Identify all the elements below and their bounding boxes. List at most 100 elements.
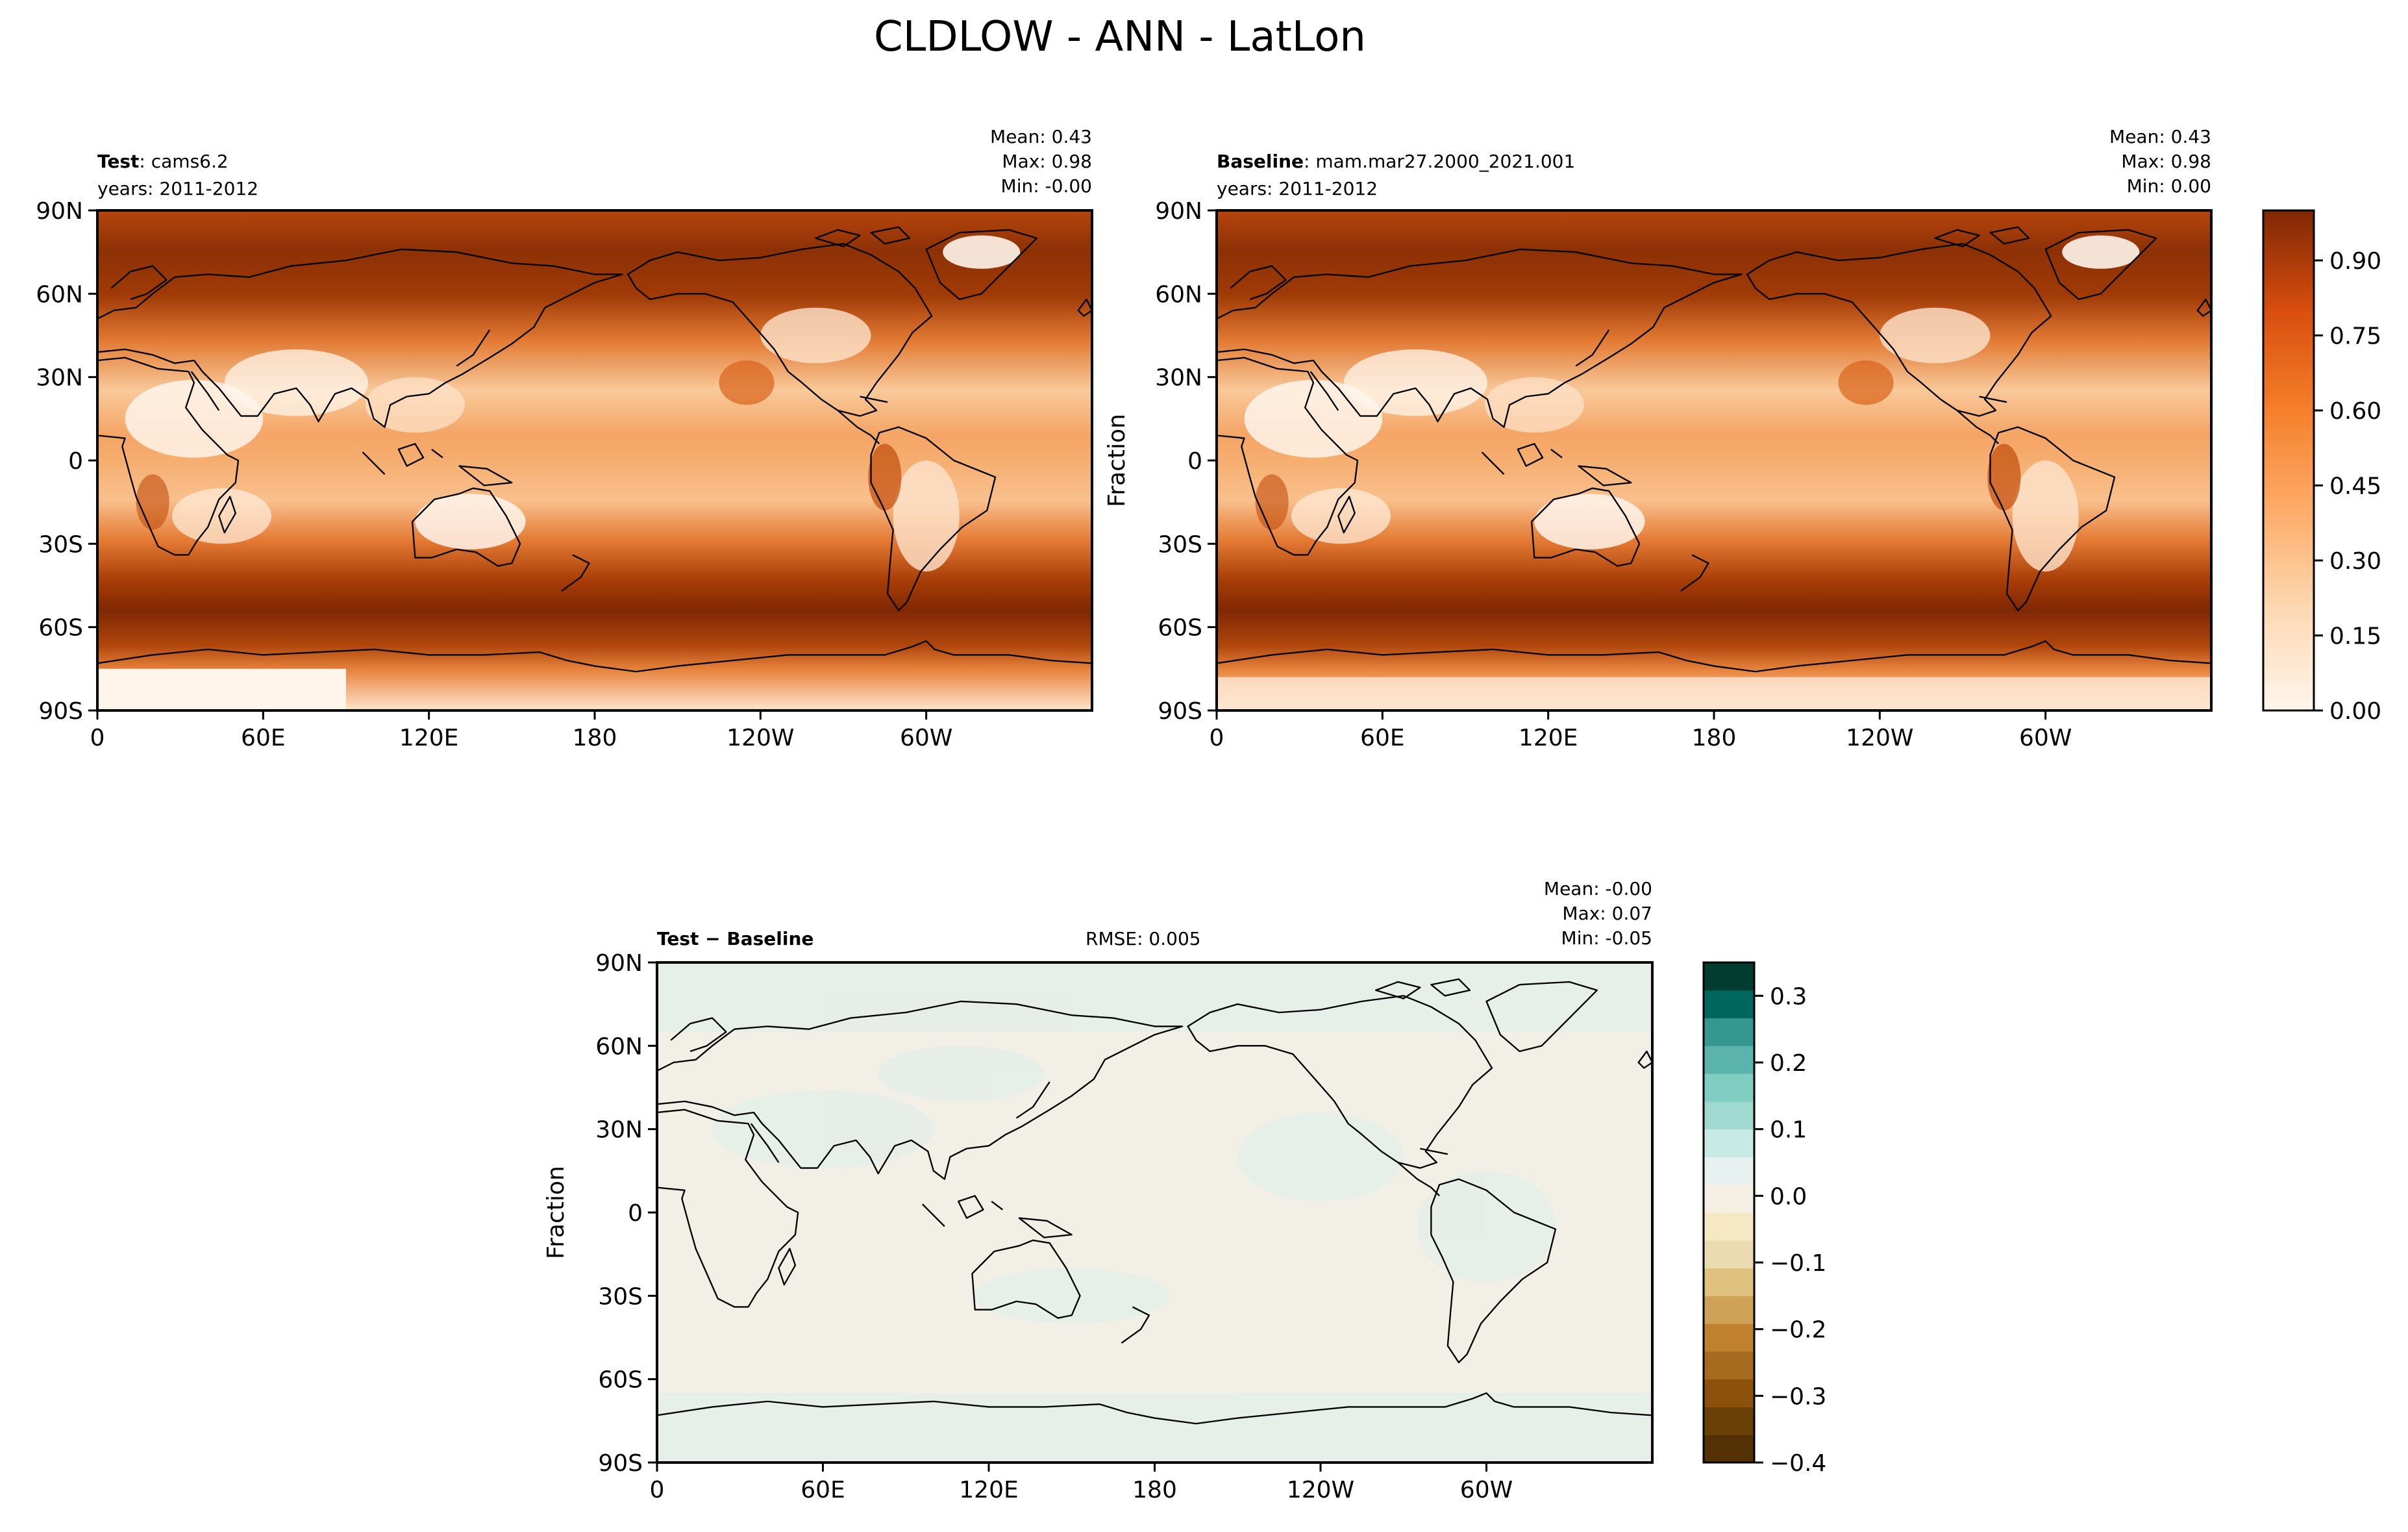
x-tick-label: 120W	[1287, 1477, 1354, 1503]
y-tick-label: 30S	[1158, 531, 1202, 558]
colorbar-tick-label: −0.2	[1770, 1317, 1826, 1344]
colorbar-level	[1704, 1185, 1754, 1213]
colorbar-tick-label: 0.60	[2329, 398, 2381, 425]
colorbar-tick-label: −0.1	[1770, 1250, 1826, 1277]
y-tick-label: 60S	[38, 615, 83, 642]
x-tick-label: 120E	[959, 1477, 1018, 1503]
x-tick-label: 60W	[900, 725, 952, 751]
stat-min: Min: -0.00	[1001, 175, 1092, 197]
colorbar-level	[1704, 1129, 1754, 1157]
figure-title: CLDLOW - ANN - LatLon	[874, 13, 1366, 61]
y-tick-label: 60N	[36, 281, 83, 308]
y-tick-label: 90N	[36, 198, 83, 225]
x-tick-label: 60E	[801, 1477, 845, 1503]
map-baseline	[1215, 209, 2213, 712]
x-tick-label: 60E	[1360, 725, 1405, 751]
stat-mean: Mean: 0.43	[990, 126, 1092, 147]
panel-title-bold: Baseline	[1217, 151, 1304, 172]
colorbar-tick-label: 0.0	[1770, 1183, 1807, 1210]
panel-baseline: Baseline: mam.mar27.2000_2021.001 years:…	[1104, 126, 2213, 751]
y-tick-label: 90S	[38, 698, 83, 725]
panel-years: years: 2011-2012	[97, 178, 258, 199]
y-tick-label: 90S	[1158, 698, 1202, 725]
rmse-label: RMSE: 0.005	[1086, 928, 1201, 949]
colorbar-level	[1704, 1101, 1754, 1130]
y-tick-label: 0	[68, 448, 83, 475]
y-tick-label: 60N	[1155, 281, 1202, 308]
y-tick-label: 60N	[595, 1033, 643, 1060]
stat-min: Min: -0.05	[1561, 927, 1652, 949]
x-tick-label: 120E	[1519, 725, 1578, 751]
y-tick-label: 30N	[1155, 365, 1202, 392]
colorbar-tick-label: 0.15	[2329, 623, 2381, 650]
stat-mean: Mean: 0.43	[2109, 126, 2211, 147]
x-tick-label: 120E	[399, 725, 458, 751]
panel-title-rest: : mam.mar27.2000_2021.001	[1304, 151, 1575, 172]
panel-test: Test: cams6.2 years: 2011-2012 Mean: 0.4…	[36, 126, 1093, 751]
x-tick-label: 60E	[241, 725, 286, 751]
colorbar-level	[1704, 1351, 1754, 1380]
svg-text:Test: cams6.2: Test: cams6.2	[97, 151, 229, 172]
colorbar-tick-label: 0.90	[2329, 248, 2381, 275]
x-tick-label: 180	[573, 725, 617, 751]
y-tick-label: 90S	[598, 1450, 643, 1477]
stat-mean: Mean: -0.00	[1544, 878, 1652, 899]
stat-min: Min: 0.00	[2127, 175, 2211, 197]
x-tick-label: 180	[1132, 1477, 1177, 1503]
colorbar-tick-label: 0.2	[1770, 1050, 1807, 1077]
panel-title-bold: Test	[97, 151, 139, 172]
colorbar-level	[1704, 1157, 1754, 1185]
x-tick-label: 120W	[726, 725, 794, 751]
colorbar-level	[1704, 1240, 1754, 1269]
colorbar-tick-label: 0.45	[2329, 473, 2381, 500]
y-tick-label: 90N	[595, 950, 643, 977]
colorbar-tick-label: 0.75	[2329, 323, 2381, 350]
y-tick-label: 30S	[598, 1283, 643, 1310]
stat-max: Max: 0.98	[2121, 151, 2211, 172]
panel-diff: Test − Baseline RMSE: 0.005 Mean: -0.00 …	[543, 878, 1654, 1503]
stat-max: Max: 0.07	[1562, 903, 1652, 924]
colorbar-tick-label: −0.3	[1770, 1383, 1826, 1410]
panel-title-rest: : cams6.2	[139, 151, 228, 172]
y-tick-label: 30S	[38, 531, 83, 558]
y-tick-label: 90N	[1155, 198, 1202, 225]
colorbar-level	[1704, 962, 1754, 991]
y-tick-label: 60S	[598, 1367, 643, 1394]
colorbar-level	[1704, 1407, 1754, 1435]
colorbar-oranges: 0.00 0.15 0.30 0.45 0.60 0.75 0.90	[2262, 209, 2381, 725]
y-tick-label: 30N	[36, 365, 83, 392]
x-tick-label: 60W	[2019, 725, 2072, 751]
y-tick-label: 30N	[595, 1117, 643, 1144]
x-tick-label: 180	[1692, 725, 1737, 751]
colorbar-tick-label: 0.30	[2329, 548, 2381, 575]
panel-years: years: 2011-2012	[1217, 178, 1378, 199]
svg-text:Baseline: mam.mar27.2000_2021.: Baseline: mam.mar27.2000_2021.001	[1217, 151, 1575, 172]
colorbar-level	[1704, 1324, 1754, 1352]
colorbar-level	[1704, 1296, 1754, 1324]
x-tick-label: 60W	[1460, 1477, 1513, 1503]
y-tick-label: 0	[628, 1200, 643, 1227]
colorbar-level	[1704, 1074, 1754, 1102]
colorbar-level	[1704, 1268, 1754, 1296]
colorbar-tick-label: 0.1	[1770, 1117, 1807, 1144]
colorbar-brbg: 0.3 0.2 0.1 0.0 −0.1 −0.2 −0.3 −0.4	[1702, 961, 1826, 1477]
y-axis-label: Fraction	[1104, 414, 1130, 507]
x-tick-label: 120W	[1846, 725, 1913, 751]
map-test	[96, 209, 1093, 712]
colorbar-level	[1704, 1435, 1754, 1463]
colorbar-tick-label: −0.4	[1770, 1450, 1826, 1477]
colorbar-level	[1704, 990, 1754, 1019]
colorbar-tick-label: 0.00	[2329, 698, 2381, 725]
y-tick-label: 60S	[1158, 615, 1202, 642]
colorbar-level	[1704, 1046, 1754, 1074]
x-tick-label: 0	[650, 1477, 665, 1503]
colorbar-level	[1704, 1379, 1754, 1407]
x-tick-label: 0	[1210, 725, 1224, 751]
colorbar-tick-label: 0.3	[1770, 983, 1807, 1010]
stat-max: Max: 0.98	[1002, 151, 1092, 172]
colorbar-level	[1704, 1212, 1754, 1241]
colorbar-level	[1704, 1018, 1754, 1046]
x-tick-label: 0	[90, 725, 105, 751]
map-diff	[656, 961, 1654, 1464]
